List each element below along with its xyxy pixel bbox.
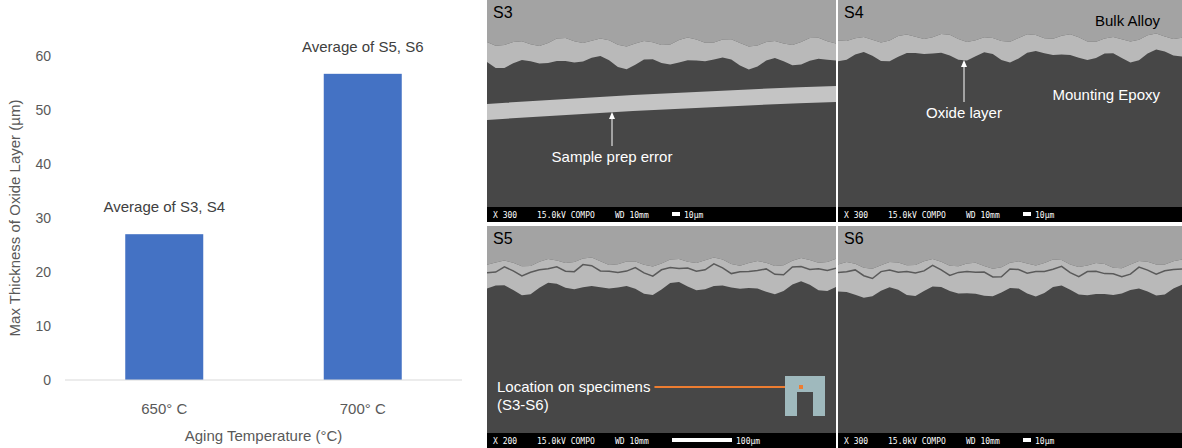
scale-bar: [672, 438, 732, 442]
x-axis-line: [65, 380, 462, 381]
y-axis-title: Max Thickness of Oxide Layer (µm): [6, 100, 23, 337]
info-bar: [838, 207, 1182, 222]
bars: [125, 74, 402, 380]
oxide-band: [838, 259, 1182, 298]
arrow-line: [964, 65, 965, 102]
scale-label: 10µm: [1035, 437, 1054, 446]
crack-line: [487, 264, 836, 276]
panel-annotation: Bulk Alloy: [1095, 12, 1161, 29]
sem-panel: X 300 15.0kV COMPO WD 10mm 10µm S4 Bulk Alloy…: [838, 0, 1182, 222]
info-text: 15.0kV COMPO: [888, 437, 946, 446]
info-text: WD 10mm: [615, 211, 649, 220]
sem-panel: X 300 15.0kV COMPO WD 10mm 10µm S3 Sample pre…: [487, 0, 836, 222]
info-text: X 300: [844, 211, 868, 220]
info-bar: [487, 207, 836, 222]
specimen-icon: [785, 376, 825, 416]
y-tick-label: 40: [35, 156, 51, 172]
bulk-alloy-region: [487, 226, 836, 267]
y-tick-label: 60: [35, 48, 51, 64]
panel-annotation: Oxide layer: [926, 104, 1002, 121]
arrow-head: [609, 112, 615, 119]
panel-annotation: Mounting Epoxy: [1052, 86, 1160, 103]
epoxy-region: [838, 0, 1182, 222]
epoxy-region: [487, 0, 836, 222]
y-tick-label: 30: [35, 210, 51, 226]
leader-line: [654, 386, 801, 388]
scale-label: 100µm: [736, 437, 760, 446]
figure: 0 10 20 30 40 50 60 650° C 700° C Average of S3, …: [0, 0, 1182, 448]
epoxy-region: [487, 226, 836, 448]
info-text: WD 10mm: [966, 437, 1000, 446]
sem-panel: X 200 15.0kV COMPO WD 10mm 100µm S5 Location …: [487, 226, 836, 448]
location-marker: [799, 385, 803, 389]
y-tick-label: 10: [35, 318, 51, 334]
panel-annotation: Location on specimens: [497, 378, 650, 395]
info-bar: [487, 433, 836, 448]
bar: [324, 74, 402, 380]
prep-error-band: [487, 86, 836, 120]
sem-panel: X 300 15.0kV COMPO WD 10mm 10µm S6: [838, 226, 1182, 448]
info-text: WD 10mm: [966, 211, 1000, 220]
panel-label: S3: [493, 4, 513, 21]
y-tick-label: 50: [35, 102, 51, 118]
x-axis-title: Aging Temperature (°C): [185, 427, 342, 444]
panel-label: S5: [493, 230, 513, 247]
panel-annotation: (S3-S6): [497, 396, 549, 413]
info-text: 15.0kV COMPO: [537, 211, 595, 220]
info-text: X 300: [844, 437, 868, 446]
scale-label: 10µm: [684, 211, 703, 220]
arrow-line: [612, 117, 613, 146]
y-tick-label: 20: [35, 264, 51, 280]
panel-annotation: Sample prep error: [552, 148, 673, 165]
x-tick-label: 700° C: [340, 400, 386, 417]
oxide-band: [487, 37, 836, 69]
scale-bar: [1023, 438, 1031, 442]
info-text: 15.0kV COMPO: [888, 211, 946, 220]
crack-line: [838, 265, 1182, 278]
epoxy-region: [838, 226, 1182, 448]
scale-bar: [672, 212, 680, 216]
sem-image: [487, 0, 836, 222]
oxide-band: [838, 34, 1182, 63]
info-text: X 300: [493, 211, 517, 220]
sem-image: [487, 226, 836, 448]
y-tick-label: 0: [43, 372, 51, 388]
scale-label: 10µm: [1035, 211, 1054, 220]
info-bar: [838, 433, 1182, 448]
bulk-alloy-region: [487, 0, 836, 47]
scale-bar: [1023, 212, 1031, 216]
arrow-head: [961, 60, 967, 67]
bar-chart: 0 10 20 30 40 50 60 650° C 700° C Average of S3, …: [6, 38, 462, 444]
panel-label: S4: [844, 4, 864, 21]
panel-label: S6: [844, 230, 864, 247]
bar: [125, 234, 203, 380]
bulk-alloy-region: [838, 0, 1182, 42]
info-text: X 200: [493, 437, 517, 446]
info-text: 15.0kV COMPO: [537, 437, 595, 446]
sem-image: [838, 0, 1182, 222]
info-text: WD 10mm: [615, 437, 649, 446]
x-tick-label: 650° C: [141, 400, 187, 417]
oxide-band: [487, 258, 836, 296]
annotation: Average of S5, S6: [302, 38, 423, 55]
annotation: Average of S3, S4: [104, 198, 225, 215]
sem-image: [838, 226, 1182, 448]
